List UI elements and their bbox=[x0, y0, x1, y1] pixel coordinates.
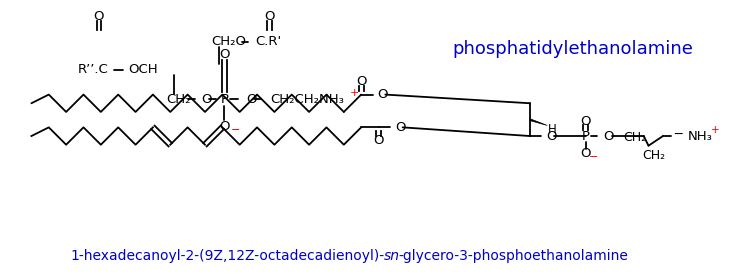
Text: O: O bbox=[377, 88, 388, 101]
Text: H: H bbox=[548, 123, 557, 136]
Text: O: O bbox=[247, 93, 257, 106]
Text: sn: sn bbox=[384, 249, 400, 263]
Text: +: + bbox=[711, 125, 720, 135]
Text: O: O bbox=[94, 10, 104, 23]
Text: NH₃: NH₃ bbox=[688, 130, 713, 142]
Text: phosphatidylethanolamine: phosphatidylethanolamine bbox=[453, 40, 694, 58]
Text: O: O bbox=[201, 93, 212, 106]
Text: O: O bbox=[356, 75, 366, 88]
Text: O: O bbox=[219, 120, 230, 133]
Text: P: P bbox=[582, 130, 590, 142]
Text: O: O bbox=[603, 130, 614, 142]
Text: 1-hexadecanoyl-2-(9Z,12Z-octadecadienoyl)-: 1-hexadecanoyl-2-(9Z,12Z-octadecadienoyl… bbox=[70, 249, 384, 263]
Text: O: O bbox=[219, 48, 230, 61]
Text: CH₂: CH₂ bbox=[623, 132, 646, 144]
Text: C.R': C.R' bbox=[255, 35, 282, 48]
Text: −: − bbox=[589, 152, 598, 162]
Polygon shape bbox=[530, 119, 548, 125]
Text: -glycero-3-phosphoethanolamine: -glycero-3-phosphoethanolamine bbox=[399, 249, 629, 263]
Text: CH₂: CH₂ bbox=[642, 149, 665, 162]
Text: O: O bbox=[546, 130, 557, 142]
Text: OCH: OCH bbox=[128, 63, 158, 76]
Text: +: + bbox=[350, 88, 359, 98]
Text: O: O bbox=[580, 147, 591, 160]
Text: O: O bbox=[373, 134, 384, 147]
Text: O: O bbox=[265, 10, 275, 23]
Text: ─: ─ bbox=[674, 128, 681, 141]
Text: CH₂CH₂NH₃: CH₂CH₂NH₃ bbox=[270, 93, 345, 106]
Text: −: − bbox=[231, 125, 241, 135]
Text: CH₂O: CH₂O bbox=[212, 35, 247, 48]
Text: R’’.C: R’’.C bbox=[78, 63, 108, 76]
Text: O: O bbox=[580, 115, 591, 128]
Text: CH₂: CH₂ bbox=[166, 93, 191, 106]
Text: P: P bbox=[220, 93, 228, 106]
Text: O: O bbox=[395, 121, 406, 134]
